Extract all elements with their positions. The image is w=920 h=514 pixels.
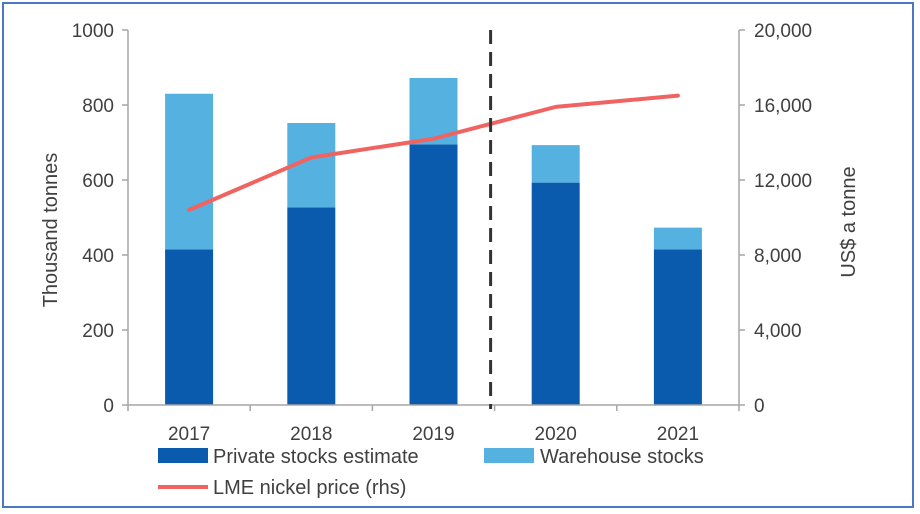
- bar-private-2017: [165, 249, 214, 405]
- y-tick-label: 0: [103, 396, 114, 417]
- x-tick-label: 2020: [535, 424, 577, 445]
- y2-axis-title: US$ a tonne: [838, 166, 860, 277]
- bar-private-2021: [653, 249, 702, 405]
- y-tick-label: 200: [82, 321, 114, 342]
- bar-warehouse-2017: [165, 93, 214, 250]
- legend-label-private: Private stocks estimate: [213, 446, 419, 468]
- y-tick-label: 800: [82, 96, 114, 117]
- x-tick-label: 2017: [168, 424, 210, 445]
- y2-tick-label: 16,000: [754, 96, 812, 117]
- legend-label-lme: LME nickel price (rhs): [213, 477, 406, 499]
- y2-tick-label: 8,000: [754, 246, 802, 267]
- line-lme-nickel-price: [187, 93, 680, 212]
- y-tick-label: 1000: [72, 21, 114, 42]
- x-tick-label: 2019: [412, 424, 454, 445]
- bar-warehouse-2020: [531, 145, 580, 183]
- x-tick-label: 2021: [657, 424, 699, 445]
- legend: Private stocks estimate Warehouse stocks…: [158, 446, 704, 499]
- y2-tick-label: 12,000: [754, 171, 812, 192]
- axes-group: [127, 30, 740, 406]
- legend-swatch-warehouse: [484, 448, 534, 463]
- bar-private-2020: [531, 182, 580, 405]
- legend-swatch-private: [158, 448, 208, 463]
- line-series-group: [187, 93, 680, 212]
- x-tick-label: 2018: [290, 424, 332, 445]
- bar-private-2018: [287, 207, 336, 405]
- y2-tick-label: 20,000: [754, 21, 812, 42]
- bar-private-2019: [409, 144, 458, 405]
- bars-group: [165, 78, 702, 405]
- legend-label-warehouse: Warehouse stocks: [540, 446, 704, 468]
- y-axis-title: Thousand tonnes: [40, 153, 62, 308]
- y-tick-label: 600: [82, 171, 114, 192]
- y2-tick-label: 4,000: [754, 321, 802, 342]
- bar-warehouse-2021: [653, 227, 702, 250]
- y2-tick-label: 0: [754, 396, 765, 417]
- y-tick-label: 400: [82, 246, 114, 267]
- ticks-group: 0 0 200 4,000 400 8,000 600 12,000 800 16,000 1000…: [72, 21, 812, 445]
- chart-frame: [2, 2, 914, 508]
